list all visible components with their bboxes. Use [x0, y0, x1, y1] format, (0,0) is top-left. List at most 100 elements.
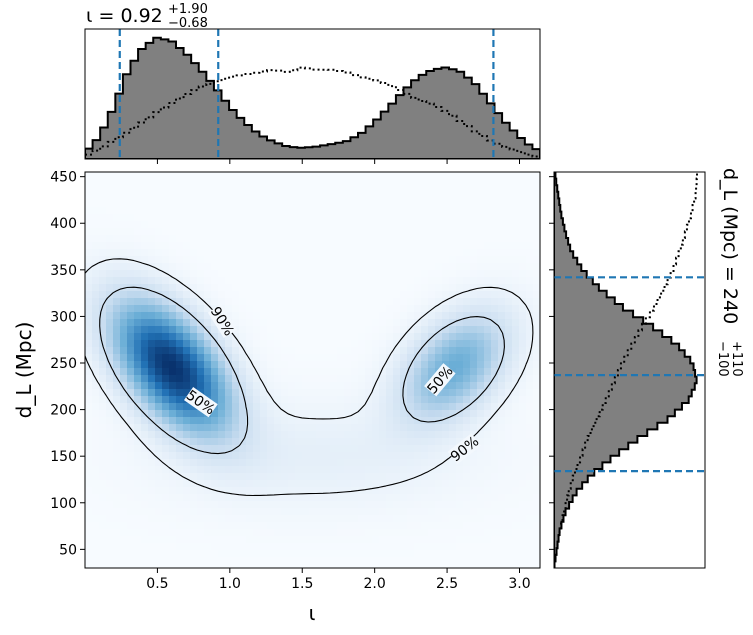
- heatmap-cell: [519, 172, 527, 180]
- heatmap-cell: [134, 354, 142, 362]
- heatmap-cell: [400, 305, 408, 313]
- heatmap-cell: [232, 298, 240, 306]
- heatmap-cell: [309, 277, 317, 285]
- heatmap-cell: [393, 459, 401, 467]
- heatmap-cell: [386, 256, 394, 264]
- heatmap-cell: [288, 270, 296, 278]
- heatmap-cell: [372, 263, 380, 271]
- heatmap-cell: [141, 501, 149, 509]
- heatmap-cell: [456, 375, 464, 383]
- heatmap-cell: [372, 529, 380, 537]
- heatmap-cell: [232, 179, 240, 187]
- heatmap-cell: [190, 242, 198, 250]
- heatmap-cell: [484, 291, 492, 299]
- heatmap-cell: [498, 487, 506, 495]
- heatmap-cell: [477, 536, 485, 544]
- heatmap-cell: [92, 459, 100, 467]
- heatmap-cell: [190, 515, 198, 523]
- heatmap-cell: [169, 389, 177, 397]
- heatmap-cell: [491, 529, 499, 537]
- heatmap-cell: [372, 305, 380, 313]
- heatmap-cell: [211, 326, 219, 334]
- heatmap-cell: [456, 529, 464, 537]
- heatmap-cell: [169, 480, 177, 488]
- heatmap-cell: [351, 515, 359, 523]
- heatmap-cell: [253, 207, 261, 215]
- heatmap-cell: [442, 522, 450, 530]
- heatmap-cell: [463, 354, 471, 362]
- heatmap-cell: [267, 522, 275, 530]
- heatmap-cell: [421, 529, 429, 537]
- heatmap-cell: [267, 487, 275, 495]
- heatmap-cell: [498, 508, 506, 516]
- heatmap-cell: [225, 193, 233, 201]
- heatmap-cell: [148, 179, 156, 187]
- heatmap-cell: [484, 431, 492, 439]
- heatmap-cell: [344, 186, 352, 194]
- heatmap-cell: [491, 214, 499, 222]
- heatmap-cell: [99, 277, 107, 285]
- heatmap-cell: [309, 263, 317, 271]
- heatmap-cell: [183, 466, 191, 474]
- heatmap-cell: [351, 396, 359, 404]
- heatmap-cell: [372, 487, 380, 495]
- heatmap-cell: [120, 305, 128, 313]
- heatmap-cell: [155, 494, 163, 502]
- heatmap-cell: [386, 375, 394, 383]
- heatmap-cell: [365, 403, 373, 411]
- heatmap-cell: [141, 326, 149, 334]
- heatmap-cell: [267, 452, 275, 460]
- heatmap-cell: [484, 466, 492, 474]
- heatmap-cell: [85, 354, 93, 362]
- heatmap-cell: [155, 361, 163, 369]
- heatmap-cell: [183, 424, 191, 432]
- heatmap-cell: [365, 200, 373, 208]
- heatmap-cell: [288, 200, 296, 208]
- heatmap-cell: [85, 200, 93, 208]
- heatmap-cell: [337, 179, 345, 187]
- heatmap-cell: [106, 368, 114, 376]
- heatmap-cell: [365, 487, 373, 495]
- heatmap-cell: [414, 333, 422, 341]
- heatmap-cell: [533, 536, 540, 544]
- heatmap-cell: [421, 396, 429, 404]
- heatmap-cell: [169, 179, 177, 187]
- heatmap-cell: [400, 543, 408, 551]
- heatmap-cell: [267, 200, 275, 208]
- heatmap-cell: [358, 557, 366, 565]
- heatmap-cell: [365, 249, 373, 257]
- heatmap-cell: [463, 361, 471, 369]
- heatmap-cell: [309, 536, 317, 544]
- heatmap-cell: [470, 333, 478, 341]
- heatmap-cell: [267, 466, 275, 474]
- heatmap-cell: [260, 375, 268, 383]
- heatmap-cell: [442, 235, 450, 243]
- heatmap-cell: [253, 284, 261, 292]
- heatmap-cell: [414, 564, 422, 568]
- heatmap-cell: [351, 284, 359, 292]
- heatmap-cell: [519, 207, 527, 215]
- heatmap-cell: [162, 375, 170, 383]
- heatmap-cell: [274, 501, 282, 509]
- heatmap-cell: [239, 564, 247, 568]
- heatmap-cell: [393, 354, 401, 362]
- heatmap-cell: [470, 473, 478, 481]
- heatmap-cell: [295, 480, 303, 488]
- heatmap-cell: [442, 459, 450, 467]
- heatmap-cell: [442, 431, 450, 439]
- heatmap-cell: [134, 473, 142, 481]
- heatmap-cell: [428, 473, 436, 481]
- heatmap-cell: [246, 284, 254, 292]
- heatmap-cell: [463, 375, 471, 383]
- heatmap-cell: [316, 375, 324, 383]
- heatmap-cell: [183, 508, 191, 516]
- heatmap-cell: [519, 277, 527, 285]
- heatmap-cell: [155, 305, 163, 313]
- heatmap-cell: [449, 263, 457, 271]
- heatmap-cell: [316, 263, 324, 271]
- heatmap-cell: [365, 494, 373, 502]
- heatmap-cell: [498, 242, 506, 250]
- heatmap-cell: [386, 536, 394, 544]
- heatmap-cell: [141, 375, 149, 383]
- heatmap-cell: [484, 298, 492, 306]
